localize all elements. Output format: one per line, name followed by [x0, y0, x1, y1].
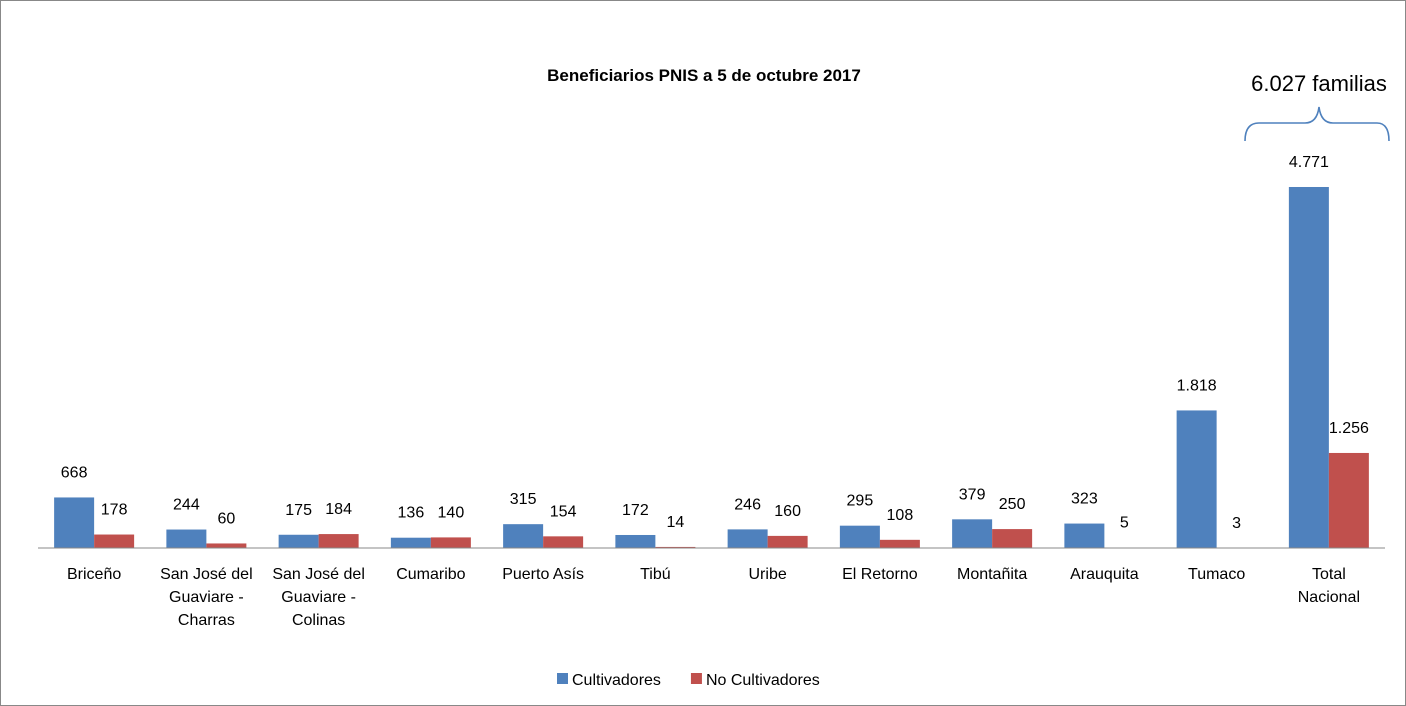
bar	[430, 537, 471, 548]
x-tick-label: San José del Guaviare - Charras	[160, 566, 253, 629]
data-label: 175	[285, 502, 312, 519]
bar	[206, 543, 247, 548]
data-label: 379	[959, 486, 986, 503]
data-label: 5	[1120, 515, 1129, 532]
bar	[390, 537, 431, 548]
data-label: 315	[510, 491, 537, 508]
data-label: 14	[666, 514, 684, 531]
data-label: 323	[1071, 491, 1098, 508]
annotation: 6.027 familias	[1251, 71, 1387, 96]
legend-label: No Cultivadores	[706, 672, 820, 689]
chart-title: Beneficiarios PNIS a 5 de octubre 2017	[547, 66, 861, 85]
legend-swatch	[557, 673, 568, 684]
brace	[1244, 106, 1390, 142]
data-label: 1.818	[1177, 377, 1217, 394]
bar	[767, 535, 808, 548]
x-tick-label: Puerto Asís	[502, 566, 585, 583]
data-label: 184	[325, 501, 352, 518]
bar	[54, 497, 95, 548]
data-label: 154	[550, 503, 577, 520]
bar	[992, 529, 1033, 548]
data-label: 3	[1232, 515, 1241, 532]
bar	[615, 534, 656, 548]
data-label: 244	[173, 497, 200, 514]
data-label: 1.256	[1329, 420, 1369, 437]
x-tick-label: Cumaribo	[396, 566, 466, 583]
x-tick-label: El Retorno	[842, 566, 918, 583]
legend-label: Cultivadores	[572, 672, 661, 689]
legend-swatch	[690, 673, 702, 684]
data-label: 178	[101, 502, 128, 519]
bar	[166, 529, 207, 548]
bar	[879, 539, 920, 548]
data-label: 160	[774, 503, 801, 520]
data-label: 60	[217, 510, 235, 527]
bar	[839, 525, 880, 548]
bar	[543, 536, 584, 548]
data-label: 140	[438, 504, 465, 521]
bar	[727, 529, 768, 548]
bar	[503, 524, 544, 548]
bar	[1176, 410, 1217, 548]
bar	[318, 534, 359, 548]
bar	[1288, 186, 1329, 549]
data-label: 250	[999, 496, 1026, 513]
bar	[94, 534, 135, 548]
data-label: 668	[61, 464, 88, 481]
x-tick-label: Uribe	[748, 566, 787, 583]
data-label: 136	[398, 505, 425, 522]
bar	[952, 519, 993, 548]
x-tick-label: Montañita	[956, 566, 1028, 583]
x-tick-label: San José del Guaviare - Colinas	[272, 566, 365, 629]
data-label: 295	[847, 493, 874, 510]
data-label: 108	[887, 507, 914, 524]
data-label: 172	[622, 502, 649, 519]
bar	[1064, 523, 1105, 548]
x-tick-label: Briceño	[67, 566, 122, 583]
data-label: 246	[734, 496, 761, 513]
x-tick-label: Total Nacional	[1297, 566, 1360, 606]
x-tick-label: Tibú	[640, 566, 671, 583]
x-tick-label: Arauquita	[1070, 566, 1139, 583]
bar	[1328, 452, 1369, 548]
data-label: 4.771	[1289, 154, 1329, 171]
x-tick-label: Tumaco	[1188, 566, 1246, 583]
bar	[278, 534, 319, 548]
bar	[655, 546, 696, 548]
